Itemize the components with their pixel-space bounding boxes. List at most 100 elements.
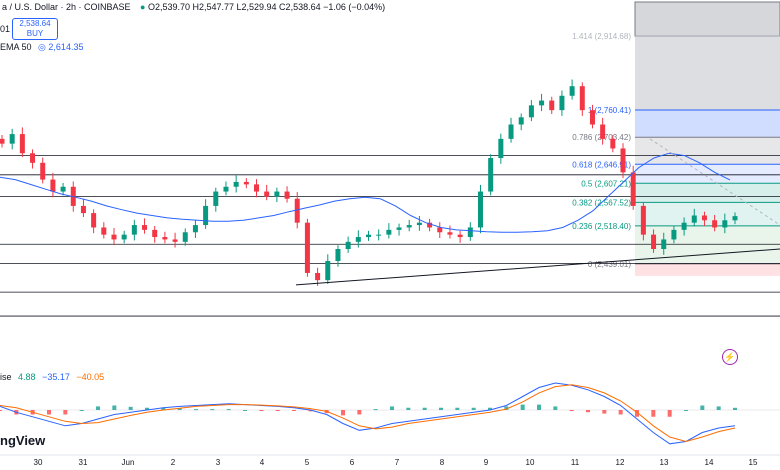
tradingview-watermark: ngView — [0, 433, 46, 448]
macd-histogram-bar — [390, 406, 394, 410]
macd-histogram-bar — [733, 407, 737, 410]
macd-histogram-bar — [553, 406, 558, 410]
macd-histogram-bar — [667, 410, 672, 417]
candle-body — [162, 237, 168, 240]
candle-body — [539, 100, 545, 106]
macd-histogram-bar — [373, 409, 378, 411]
candle-body — [488, 158, 494, 192]
candle-body — [111, 234, 117, 240]
candle-body — [254, 184, 260, 192]
candle-body — [651, 234, 657, 250]
candle-body — [518, 117, 524, 125]
candle-body — [437, 227, 443, 233]
candle-body — [19, 134, 25, 154]
candle-body — [528, 105, 534, 118]
candle-body — [722, 220, 728, 228]
time-axis-label: 31 — [79, 458, 88, 467]
candle-body — [80, 205, 86, 214]
macd-histogram-bar — [537, 404, 541, 410]
ema-settings-icon[interactable]: ◎ — [38, 42, 46, 52]
left-stub: 01 — [0, 24, 11, 34]
macd-prefix: ise — [0, 372, 12, 382]
macd-histogram-bar — [439, 407, 443, 410]
fib-zone — [635, 36, 780, 110]
macd-histogram-bar — [455, 407, 460, 410]
candle-body — [467, 227, 473, 238]
macd-histogram-bar — [308, 410, 313, 412]
symbol-title: a / U.S. Dollar · 2h · COINBASE — [2, 2, 131, 12]
macd-line — [0, 382, 736, 445]
fib-zone — [635, 137, 780, 165]
candle-body — [386, 229, 392, 235]
candle-body — [376, 234, 382, 236]
fib-level-label: 0.236 (2,518.40) — [572, 222, 631, 231]
ema-legend[interactable]: EMA 50 ◎ 2,614.35 — [0, 42, 83, 53]
time-axis-label: Jun — [122, 458, 135, 467]
macd-histogram-bar — [177, 408, 182, 410]
candle-body — [233, 181, 239, 187]
candle-body — [182, 232, 188, 242]
time-axis-label: 5 — [305, 458, 310, 467]
candle-body — [192, 225, 198, 233]
candle-body — [508, 124, 514, 139]
candle-body — [661, 239, 667, 250]
macd-histogram-bar — [569, 410, 574, 411]
candle-body — [355, 237, 361, 242]
macd-histogram-bar — [145, 407, 149, 410]
fib-zone — [635, 202, 780, 226]
candle-body — [223, 186, 229, 192]
time-axis-label: 8 — [440, 458, 445, 467]
macd-histogram-bar — [63, 410, 68, 415]
resistance-trendline — [649, 138, 780, 226]
macd-histogram-bar — [243, 410, 247, 411]
replay-icon[interactable]: ⚡ — [722, 349, 738, 365]
fib-level-label: 1.414 (2,914.68) — [572, 32, 631, 41]
candle-body — [274, 191, 280, 197]
candle-body — [304, 222, 310, 273]
time-axis-label: 13 — [660, 458, 669, 467]
time-axis-label: 12 — [616, 458, 625, 467]
macd-histogram-bar — [684, 410, 688, 411]
time-axis-label: 14 — [705, 458, 714, 467]
fib-level-label: 0.5 (2,607.21) — [581, 179, 631, 188]
candle-body — [732, 216, 738, 221]
fib-zone-bottom — [635, 263, 780, 276]
macd-histogram-bar — [635, 410, 639, 417]
macd-legend[interactable]: ise 4.88 −35.17 −40.05 — [0, 372, 104, 382]
macd-histogram-bar — [700, 405, 705, 410]
time-axis-label: 2 — [171, 458, 176, 467]
time-axis-label: 15 — [749, 458, 758, 467]
candle-body — [91, 213, 97, 228]
candle-body — [416, 222, 422, 226]
candle-body — [691, 215, 697, 223]
candle-body — [152, 229, 158, 238]
time-axis-label: 30 — [34, 458, 43, 467]
candle-body — [579, 86, 585, 111]
candle-body — [131, 225, 137, 235]
candle-body — [315, 272, 321, 281]
macd-histogram-bar — [210, 409, 215, 411]
fib-level-label: 0.618 (2,646.91) — [572, 160, 631, 169]
candle-body — [589, 110, 595, 125]
macd-histogram-bar — [0, 410, 2, 411]
candle-body — [366, 234, 371, 238]
fib-zone — [635, 109, 780, 138]
candle-body — [640, 205, 646, 235]
macd-histogram-bar — [275, 410, 280, 411]
candle-body — [427, 222, 433, 228]
candle-body — [101, 227, 107, 235]
candle-body — [610, 138, 616, 149]
candle-body — [701, 215, 707, 221]
candle-body — [559, 95, 565, 111]
macd-histogram-bar — [602, 410, 607, 414]
ema-value: 2,614.35 — [48, 42, 84, 52]
fib-zone — [635, 183, 780, 203]
candle-body — [549, 100, 555, 111]
fib-level-label: 0 (2,439.01) — [588, 260, 631, 269]
buy-button[interactable]: 2,538.64 BUY — [12, 18, 58, 40]
fib-level-label: 1 (2,760.41) — [588, 106, 631, 115]
macd-histogram-bar — [357, 410, 362, 415]
macd-histogram-bar — [96, 406, 100, 410]
ohlc-values: O2,539.70 H2,547.77 L2,529.94 C2,538.64 … — [147, 2, 386, 12]
